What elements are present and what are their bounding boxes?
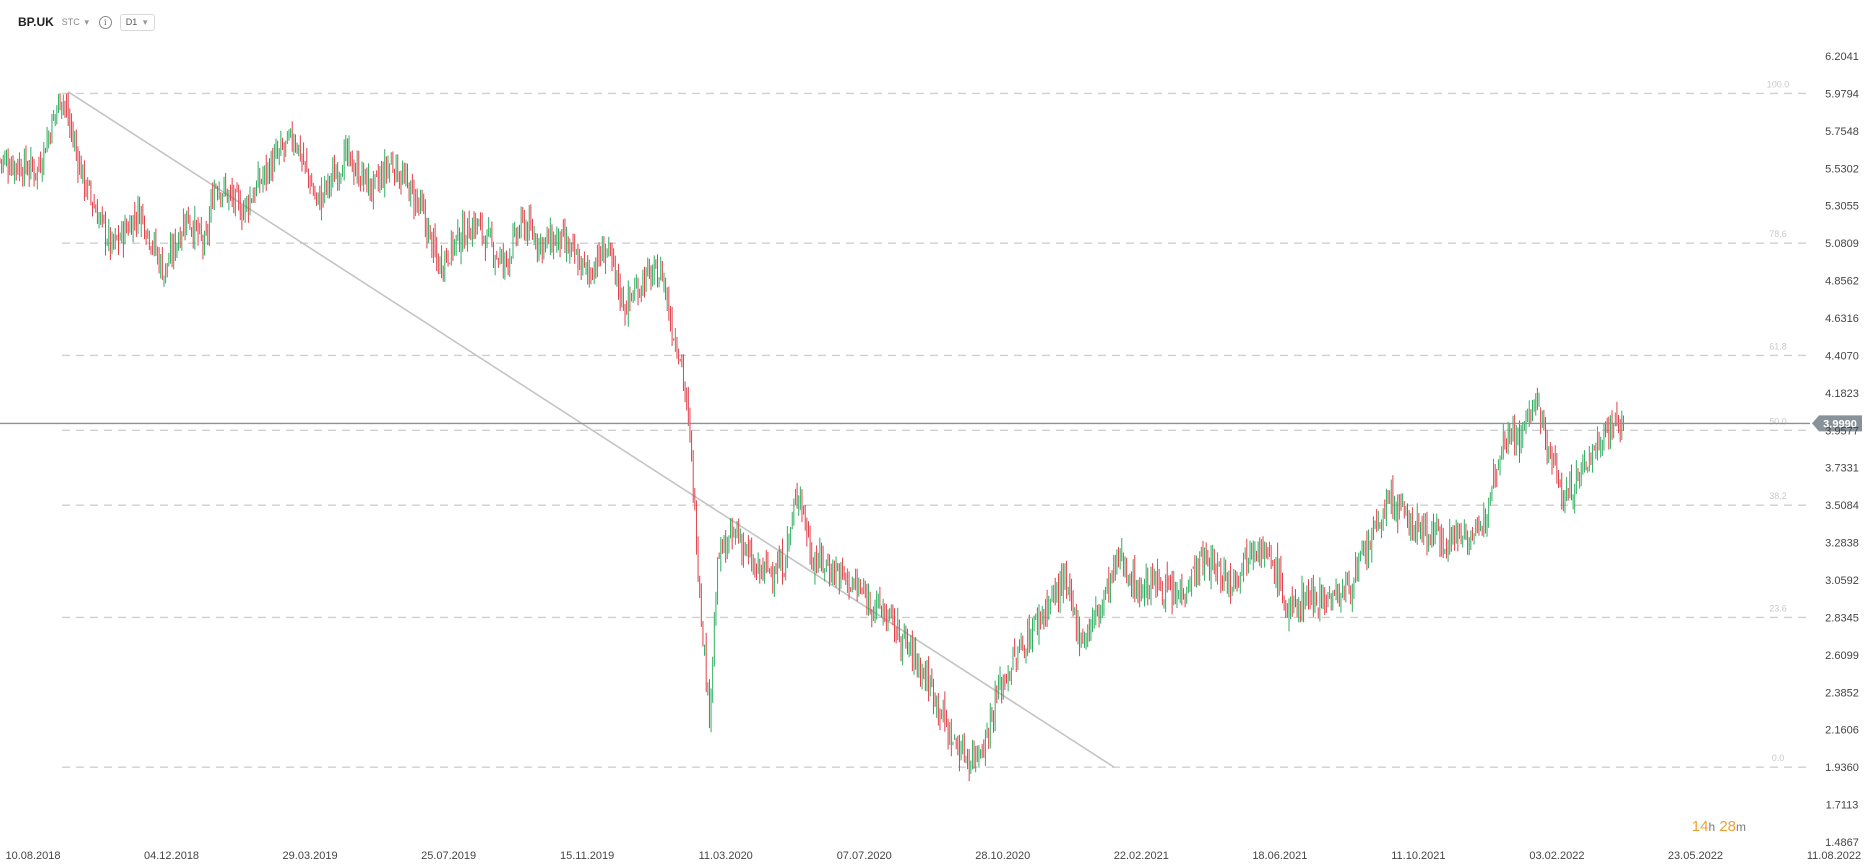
instrument-type-dropdown[interactable]: STC ▼ xyxy=(62,17,91,27)
y-tick-label: 5.5302 xyxy=(1825,163,1859,175)
x-axis: 10.08.2018 04.12.2018 29.03.2019 25.07.2019… xyxy=(5,850,1861,862)
fib-level-label: 50.0 xyxy=(1769,416,1787,426)
timeframe-label: D1 xyxy=(125,17,138,27)
y-tick-label: 4.6316 xyxy=(1825,313,1859,325)
y-tick-label: 1.7113 xyxy=(1826,800,1859,812)
x-tick-label: 07.07.2020 xyxy=(837,850,892,862)
y-tick-label: 6.2041 xyxy=(1825,51,1859,63)
x-tick-label: 11.10.2021 xyxy=(1391,850,1445,862)
y-tick-label: 2.1606 xyxy=(1825,725,1859,737)
y-tick-label: 5.0809 xyxy=(1825,238,1859,250)
x-tick-label: 10.08.2018 xyxy=(5,850,60,862)
instrument-type-label: STC xyxy=(61,17,80,27)
y-tick-label: 2.3852 xyxy=(1825,687,1859,699)
current-price-tag xyxy=(1812,415,1862,432)
fibonacci-levels: 100.0 78.6 61.8 50.0 38.2 23.6 0.0 xyxy=(62,79,1810,768)
candlesticks xyxy=(0,92,1624,782)
x-tick-label: 28.10.2020 xyxy=(975,850,1030,862)
fib-level-label: 23.6 xyxy=(1769,603,1787,613)
y-tick-label: 2.6099 xyxy=(1825,650,1859,662)
symbol-label[interactable]: BP.UK xyxy=(18,15,54,29)
chevron-down-icon: ▼ xyxy=(82,17,91,27)
chart-toolbar: BP.UK STC ▼ i D1 ▼ xyxy=(18,12,156,32)
y-tick-label: 4.1823 xyxy=(1825,388,1859,400)
y-tick-label: 3.9577 xyxy=(1825,425,1859,437)
trendline[interactable] xyxy=(67,91,1115,768)
y-tick-label: 3.7331 xyxy=(1825,463,1859,475)
x-tick-label: 23.05.2022 xyxy=(1668,850,1723,862)
chevron-down-icon: ▼ xyxy=(141,17,150,27)
x-tick-label: 22.02.2021 xyxy=(1114,850,1169,862)
x-tick-label: 15.11.2019 xyxy=(560,850,614,862)
y-tick-label: 5.9794 xyxy=(1825,88,1859,100)
y-tick-label: 3.0592 xyxy=(1825,575,1859,587)
fib-level-label: 38.2 xyxy=(1769,491,1787,501)
y-tick-label: 4.4070 xyxy=(1825,350,1859,362)
fib-level-label: 61.8 xyxy=(1769,341,1787,351)
timeframe-dropdown[interactable]: D1 ▼ xyxy=(119,13,156,31)
x-tick-label: 18.06.2021 xyxy=(1252,850,1307,862)
countdown-hours: 14 xyxy=(1691,818,1709,835)
x-tick-label: 29.03.2019 xyxy=(283,850,338,862)
trendline-layer xyxy=(67,91,1115,768)
info-icon[interactable]: i xyxy=(98,15,112,29)
y-axis: 6.2041 5.9794 5.7548 5.5302 5.3055 5.0809 4.85… xyxy=(1825,51,1859,849)
y-tick-label: 2.8345 xyxy=(1825,612,1859,624)
fib-level-label: 100.0 xyxy=(1767,79,1790,89)
fib-level-label: 0.0 xyxy=(1772,753,1785,763)
y-tick-label: 3.2838 xyxy=(1825,538,1859,550)
x-tick-label: 11.03.2020 xyxy=(699,850,753,862)
current-price-label: 3.9990 xyxy=(1823,418,1857,430)
current-price-line: 3.9990 xyxy=(0,415,1862,432)
x-tick-label: 04.12.2018 xyxy=(144,850,199,862)
y-tick-label: 1.9360 xyxy=(1825,762,1859,774)
candle-countdown: 14h 28m xyxy=(1692,818,1746,835)
fib-level-label: 78.6 xyxy=(1769,229,1787,239)
countdown-minutes: 28 xyxy=(1719,818,1736,835)
countdown-minutes-unit: m xyxy=(1736,820,1746,834)
y-tick-label: 5.3055 xyxy=(1825,201,1859,213)
y-tick-label: 3.5084 xyxy=(1825,500,1859,512)
y-tick-label: 1.4867 xyxy=(1825,837,1859,849)
countdown-hours-unit: h xyxy=(1708,820,1716,834)
y-tick-label: 5.7548 xyxy=(1825,126,1859,138)
x-tick-label: 03.02.2022 xyxy=(1529,850,1584,862)
x-tick-label: 25.07.2019 xyxy=(421,850,476,862)
y-tick-label: 4.8562 xyxy=(1825,276,1859,288)
x-tick-label: 11.08.2022 xyxy=(1807,850,1861,862)
